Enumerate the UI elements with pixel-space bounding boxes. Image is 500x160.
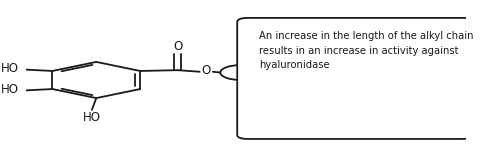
Text: HO: HO: [83, 112, 101, 124]
Text: R: R: [237, 66, 246, 79]
Text: O: O: [173, 40, 182, 53]
Text: O: O: [202, 64, 211, 77]
Text: HO: HO: [0, 83, 18, 96]
FancyBboxPatch shape: [237, 18, 473, 139]
Text: HO: HO: [0, 62, 18, 75]
Text: An increase in the length of the alkyl chain
results in an increase in activity : An increase in the length of the alkyl c…: [259, 31, 474, 70]
